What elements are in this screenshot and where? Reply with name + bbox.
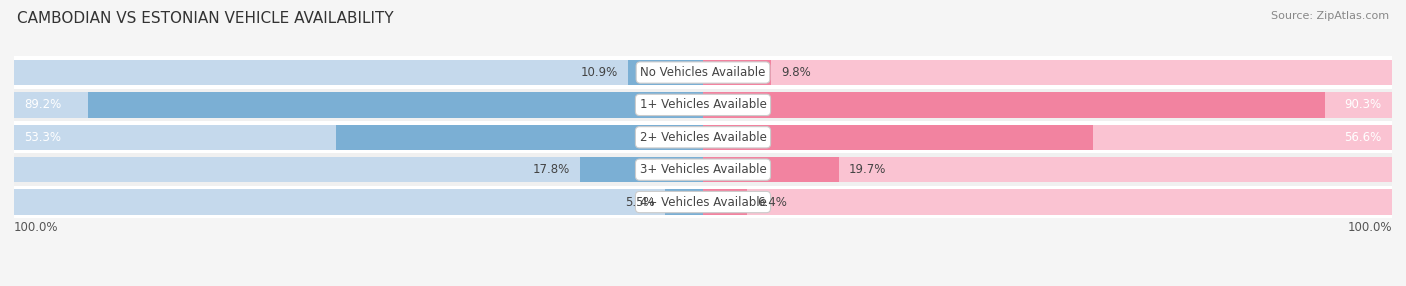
Bar <box>703 125 1392 150</box>
Bar <box>703 157 839 182</box>
Bar <box>89 92 703 118</box>
Text: 90.3%: 90.3% <box>1344 98 1382 112</box>
Bar <box>703 92 1392 118</box>
Bar <box>14 121 1392 154</box>
Bar <box>14 157 703 182</box>
Legend: Cambodian, Estonian: Cambodian, Estonian <box>607 283 799 286</box>
Bar <box>14 60 703 85</box>
Text: 3+ Vehicles Available: 3+ Vehicles Available <box>640 163 766 176</box>
Bar <box>703 60 1392 85</box>
Text: 1+ Vehicles Available: 1+ Vehicles Available <box>640 98 766 112</box>
Bar <box>665 189 703 215</box>
Bar <box>14 125 703 150</box>
Bar <box>14 189 703 215</box>
Bar <box>703 125 1092 150</box>
Bar <box>336 125 703 150</box>
Bar <box>703 92 1324 118</box>
Text: 19.7%: 19.7% <box>849 163 886 176</box>
Text: 9.8%: 9.8% <box>780 66 811 79</box>
Bar <box>14 92 703 118</box>
Bar <box>14 154 1392 186</box>
Text: 5.5%: 5.5% <box>626 196 655 208</box>
Text: 100.0%: 100.0% <box>1347 221 1392 234</box>
Text: CAMBODIAN VS ESTONIAN VEHICLE AVAILABILITY: CAMBODIAN VS ESTONIAN VEHICLE AVAILABILI… <box>17 11 394 26</box>
Bar <box>14 89 1392 121</box>
Bar <box>703 60 770 85</box>
Text: No Vehicles Available: No Vehicles Available <box>640 66 766 79</box>
Text: Source: ZipAtlas.com: Source: ZipAtlas.com <box>1271 11 1389 21</box>
Bar <box>703 157 1392 182</box>
Bar <box>703 189 1392 215</box>
Bar <box>628 60 703 85</box>
Text: 56.6%: 56.6% <box>1344 131 1382 144</box>
Bar <box>581 157 703 182</box>
Text: 53.3%: 53.3% <box>24 131 62 144</box>
Text: 89.2%: 89.2% <box>24 98 62 112</box>
Text: 2+ Vehicles Available: 2+ Vehicles Available <box>640 131 766 144</box>
Text: 6.4%: 6.4% <box>758 196 787 208</box>
Text: 10.9%: 10.9% <box>581 66 617 79</box>
Text: 17.8%: 17.8% <box>533 163 569 176</box>
Bar <box>14 186 1392 218</box>
Text: 100.0%: 100.0% <box>14 221 59 234</box>
Bar <box>703 189 747 215</box>
Text: 4+ Vehicles Available: 4+ Vehicles Available <box>640 196 766 208</box>
Bar <box>14 56 1392 89</box>
